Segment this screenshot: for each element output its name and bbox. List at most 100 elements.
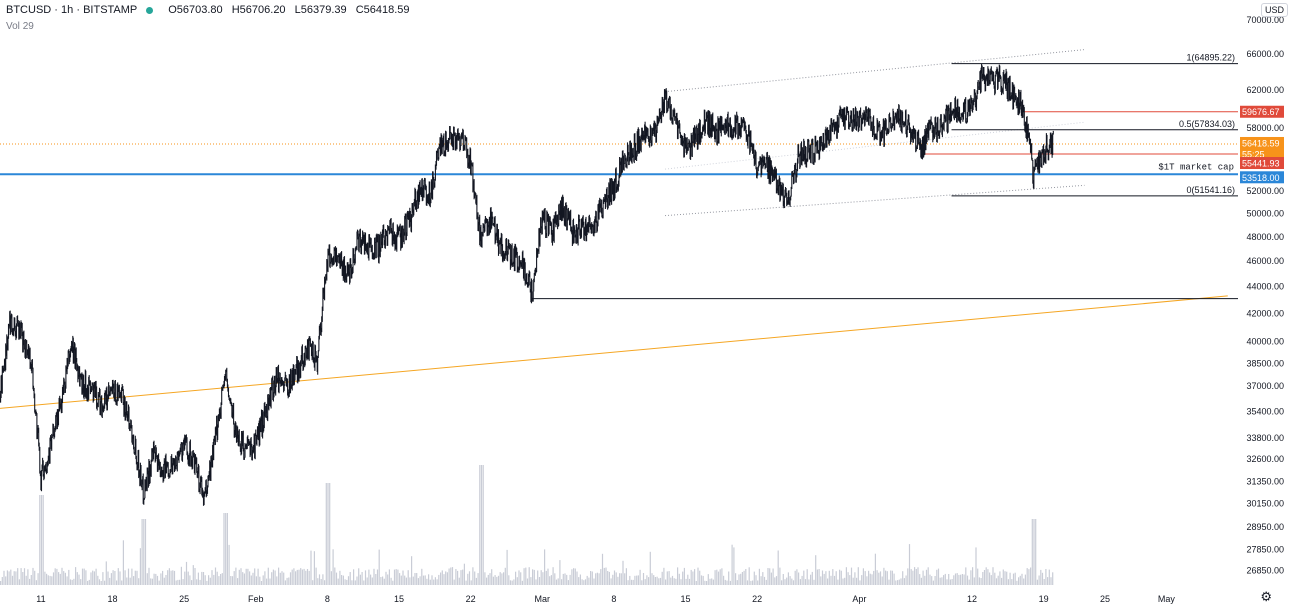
volume-bar	[545, 570, 547, 585]
volume-bar	[83, 568, 85, 585]
volume-bar	[283, 572, 285, 585]
price-tick-label: 48000.00	[1246, 232, 1284, 242]
price-tick-label: 38500.00	[1246, 358, 1284, 368]
volume-bar	[745, 569, 747, 585]
volume-bar	[750, 580, 752, 585]
volume-bar	[850, 567, 853, 585]
volume-bar	[874, 553, 876, 585]
volume-bar	[596, 572, 598, 585]
volume-bar	[772, 568, 774, 585]
volume-bar	[107, 571, 109, 585]
volume-bar	[989, 572, 991, 585]
interval-label[interactable]: 1h	[61, 4, 74, 16]
volume-bar	[1011, 579, 1013, 585]
volume-bar	[254, 568, 256, 585]
volume-bar	[162, 570, 164, 585]
volume-bar	[593, 578, 595, 585]
close-key: C	[355, 4, 364, 16]
ohlc-values: O56703.80 H56706.20 L56379.39 C56418.59	[168, 4, 415, 16]
volume-bar	[1047, 577, 1049, 585]
volume-bar	[736, 580, 738, 585]
volume-bar	[760, 576, 762, 585]
volume-bar	[371, 577, 373, 585]
volume-bar	[740, 573, 742, 585]
trend-line	[0, 295, 1228, 409]
annotation-label: $1T market cap	[1158, 162, 1234, 172]
volume-bar	[134, 570, 136, 585]
volume-bar	[794, 570, 796, 585]
currency-badge[interactable]: USD	[1260, 3, 1288, 17]
volume-bar	[1002, 569, 1004, 585]
volume-bar	[653, 575, 655, 585]
volume-bar	[595, 573, 597, 585]
volume-bar	[296, 569, 298, 585]
volume-bar	[211, 570, 213, 585]
volume-bar	[116, 580, 118, 585]
symbol-name[interactable]: BTCUSD	[6, 4, 52, 16]
volume-bar	[799, 579, 801, 585]
volume-bar	[547, 568, 549, 585]
volume-bar	[956, 573, 958, 585]
volume-bar	[891, 570, 893, 585]
volume-bar	[690, 569, 692, 585]
volume-bar	[378, 549, 380, 585]
volume-bar	[143, 519, 145, 585]
volume-bar	[550, 575, 552, 585]
volume-bar	[925, 569, 928, 585]
gear-icon[interactable]: ⚙	[1260, 589, 1272, 604]
volume-bar	[908, 544, 911, 585]
volume-bar	[230, 576, 232, 585]
volume-bar	[835, 571, 837, 585]
volume-bar	[286, 577, 288, 585]
volume-bar	[445, 571, 447, 585]
volume-bar	[702, 575, 704, 585]
volume-bar	[537, 570, 539, 585]
volume-bar	[919, 574, 921, 585]
volume-bar	[586, 575, 588, 585]
volume-bar	[87, 580, 89, 585]
price-marker-label: 53518.00	[1242, 173, 1280, 183]
volume-bar	[915, 569, 917, 585]
volume-bar	[434, 577, 436, 585]
volume-bar	[97, 575, 99, 585]
volume-bar	[252, 572, 254, 585]
volume-bar	[752, 580, 754, 585]
volume-bar	[878, 572, 880, 585]
volume-bar	[218, 576, 220, 585]
volume-bar	[953, 575, 955, 585]
volume-bar	[697, 567, 699, 585]
volume-bar	[35, 580, 37, 585]
volume-bar	[719, 569, 721, 585]
price-marker-label: 55441.93	[1242, 159, 1280, 169]
volume-bar	[612, 574, 614, 585]
price-tick-label: 35400.00	[1246, 407, 1284, 417]
volume-bar	[141, 519, 143, 585]
volume-bar	[787, 572, 789, 585]
volume-bar	[535, 579, 537, 585]
volume-bar	[472, 567, 474, 585]
volume-bar	[920, 577, 922, 585]
volume-bar	[160, 573, 162, 585]
volume-bar	[562, 573, 564, 585]
volume-bar	[879, 571, 882, 585]
price-marker-label: 56418.59	[1242, 138, 1280, 148]
volume-bar	[237, 578, 239, 585]
volume-bar	[335, 572, 338, 585]
volume-bar	[25, 575, 27, 585]
volume-bar	[8, 571, 10, 585]
volume-bar	[341, 575, 343, 585]
volume-bar	[1016, 580, 1018, 585]
volume-series	[0, 465, 1054, 585]
volume-bar	[494, 575, 496, 585]
volume-bar	[963, 574, 965, 585]
price-tick-label: 66000.00	[1246, 49, 1284, 59]
volume-bar	[629, 575, 631, 585]
volume-bar	[886, 571, 888, 585]
volume-bar	[642, 573, 645, 585]
volume-bar	[315, 567, 317, 585]
price-tick-label: 33800.00	[1246, 433, 1284, 443]
high-key: H	[231, 4, 240, 16]
volume-bar	[985, 567, 987, 585]
volume-legend[interactable]: Vol 29	[6, 21, 34, 32]
